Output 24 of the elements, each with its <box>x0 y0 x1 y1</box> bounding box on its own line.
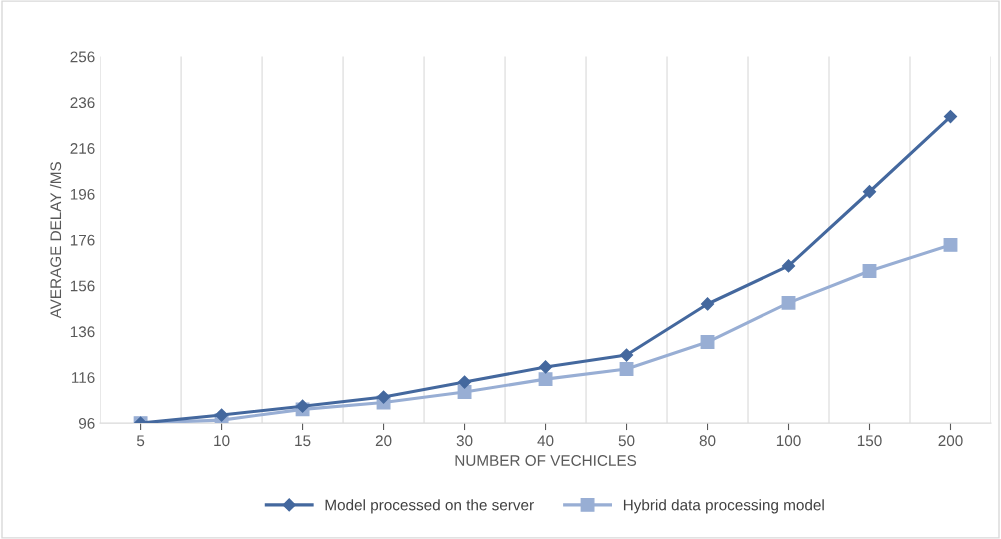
legend-label: Hybrid data processing model <box>623 499 824 514</box>
y-tick-label: 236 <box>70 97 95 109</box>
x-tick-label: 15 <box>295 435 311 447</box>
y-tick-label: 196 <box>70 188 95 200</box>
x-tick-label: 100 <box>776 435 801 447</box>
x-tick-label: 50 <box>618 435 635 447</box>
y-tick-label: 216 <box>70 143 95 154</box>
y-tick-label: 136 <box>70 326 95 338</box>
x-tick-label: 30 <box>456 435 473 447</box>
x-tick-label: 150 <box>857 435 882 447</box>
x-tick-label: 20 <box>375 435 392 447</box>
x-tick-label: 5 <box>136 435 145 447</box>
x-tick-label: 10 <box>214 435 230 447</box>
y-tick-label: 156 <box>70 280 95 292</box>
legend-label: Model processed on the server <box>325 499 534 514</box>
y-tick-label: 116 <box>72 372 95 383</box>
y-tick-label: 256 <box>70 51 95 63</box>
x-tick-label: 80 <box>699 435 716 447</box>
y-axis-title: AVERAGE DELAY /MS <box>49 162 62 319</box>
y-tick-label: 96 <box>78 417 95 429</box>
y-tick-label: 176 <box>70 234 95 246</box>
x-tick-label: 40 <box>537 435 554 447</box>
x-tick-label: 200 <box>938 435 963 447</box>
x-axis-title: NUMBER OF VECHICLES <box>455 455 637 466</box>
